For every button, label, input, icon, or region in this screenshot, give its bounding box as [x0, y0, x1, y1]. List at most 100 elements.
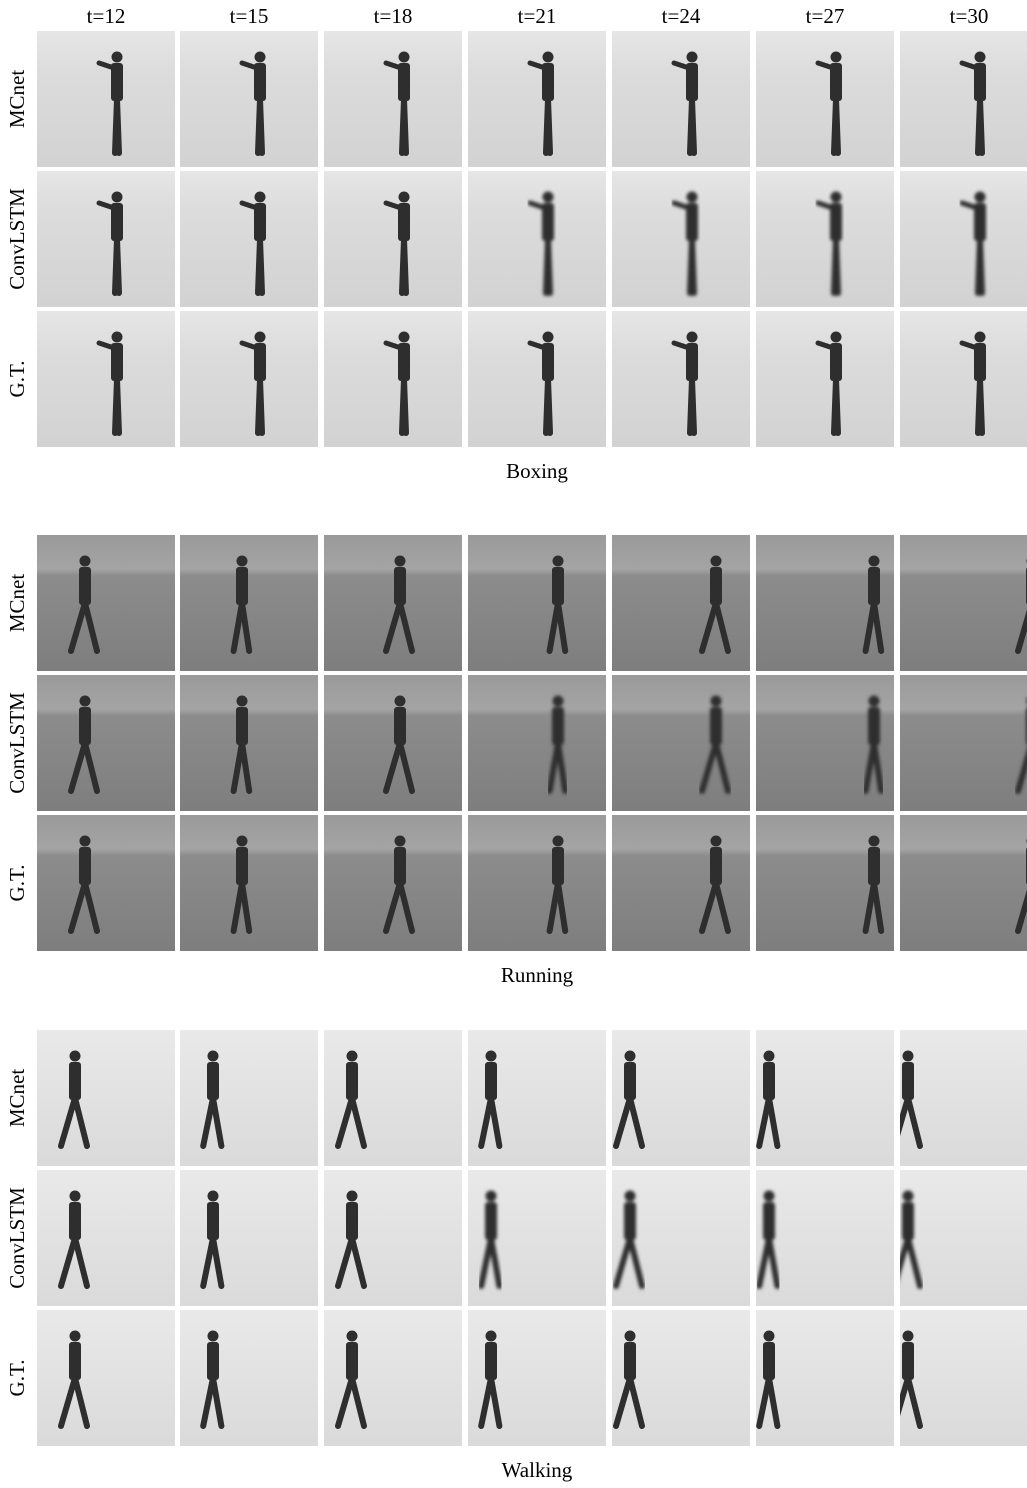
frame-bg [37, 171, 175, 307]
frame [324, 171, 462, 307]
frame [756, 31, 894, 167]
figure-leg [404, 239, 406, 293]
frame-bg [324, 1310, 462, 1446]
row-label: G.T. [5, 1360, 29, 1397]
figure-torso [69, 1062, 81, 1100]
frame [468, 675, 606, 811]
figure-leg [980, 239, 982, 293]
column-header: t=30 [950, 4, 989, 28]
frame-bg [612, 171, 750, 307]
frame [612, 1030, 750, 1166]
figure-head [687, 332, 698, 343]
frame [756, 1030, 894, 1166]
frame-bg [37, 1030, 175, 1166]
figure-leg [836, 379, 838, 433]
figure-head [486, 1191, 497, 1202]
frame [468, 815, 606, 951]
figure-leg [548, 239, 550, 293]
figure-torso [236, 707, 248, 745]
frame-bg [900, 675, 1027, 811]
figure-torso [710, 567, 722, 605]
figure-leg [980, 379, 982, 433]
frame [468, 535, 606, 671]
figure-head [208, 1191, 219, 1202]
frame [900, 815, 1027, 951]
frame [894, 1030, 1027, 1166]
figure-torso [763, 1202, 775, 1240]
figure-head [237, 696, 248, 707]
figure-head [625, 1191, 636, 1202]
frame-bg [37, 535, 175, 671]
row-label: MCnet [5, 574, 29, 633]
figure-leg [836, 99, 838, 153]
frame-bg [468, 675, 606, 811]
frame-bg [324, 535, 462, 671]
frame-bg [756, 171, 894, 307]
figure-head [687, 192, 698, 203]
figure-torso [710, 707, 722, 745]
figure-torso [394, 567, 406, 605]
frame-bg [756, 31, 894, 167]
figure-torso [763, 1342, 775, 1380]
frame [894, 1310, 1027, 1446]
figure-head [711, 556, 722, 567]
figure-head [764, 1331, 775, 1342]
figure-head [975, 192, 986, 203]
figure-head [395, 556, 406, 567]
figure-torso [346, 1202, 358, 1240]
figure-head [80, 556, 91, 567]
frame [612, 311, 750, 447]
frame [900, 535, 1027, 671]
figure-torso [552, 847, 564, 885]
column-header: t=21 [518, 4, 557, 28]
figure-head [543, 192, 554, 203]
frame [324, 1310, 462, 1446]
figure-head [543, 52, 554, 63]
figure-torso [868, 847, 880, 885]
figure-leg [692, 99, 694, 153]
frame [37, 311, 175, 447]
figure-torso [69, 1202, 81, 1240]
frame-bg [37, 1170, 175, 1306]
figure-torso [69, 1342, 81, 1380]
figure-head [869, 556, 880, 567]
frame [612, 1310, 750, 1446]
row-label: G.T. [5, 865, 29, 902]
figure-torso [902, 1342, 914, 1380]
frame-bg [37, 31, 175, 167]
figure-torso [552, 567, 564, 605]
figure-leg [836, 239, 838, 293]
frame [324, 1030, 462, 1166]
figure-torso [394, 707, 406, 745]
frame [324, 311, 462, 447]
figure-head [347, 1191, 358, 1202]
figure-torso [79, 707, 91, 745]
figure-head [903, 1191, 914, 1202]
frame [900, 171, 1027, 307]
frame-bg [180, 171, 318, 307]
figure-head [112, 52, 123, 63]
figure-torso [868, 707, 880, 745]
figure-leg [548, 99, 550, 153]
figure-head [543, 332, 554, 343]
frame-bg [468, 535, 606, 671]
figure-leg [548, 379, 550, 433]
frame [468, 171, 606, 307]
figure-head [347, 1331, 358, 1342]
frame [37, 535, 175, 671]
frame [180, 311, 318, 447]
frame [756, 311, 894, 447]
figure-head [711, 696, 722, 707]
frame [756, 171, 894, 307]
figure-torso [236, 847, 248, 885]
figure-torso [207, 1062, 219, 1100]
frame [180, 1310, 318, 1446]
frame [180, 815, 318, 951]
column-header: t=15 [230, 4, 269, 28]
figure-leg [117, 99, 119, 153]
frame-bg [468, 815, 606, 951]
frame [324, 675, 462, 811]
frame-bg [37, 1310, 175, 1446]
figure-torso [868, 567, 880, 605]
figure-torso [207, 1342, 219, 1380]
